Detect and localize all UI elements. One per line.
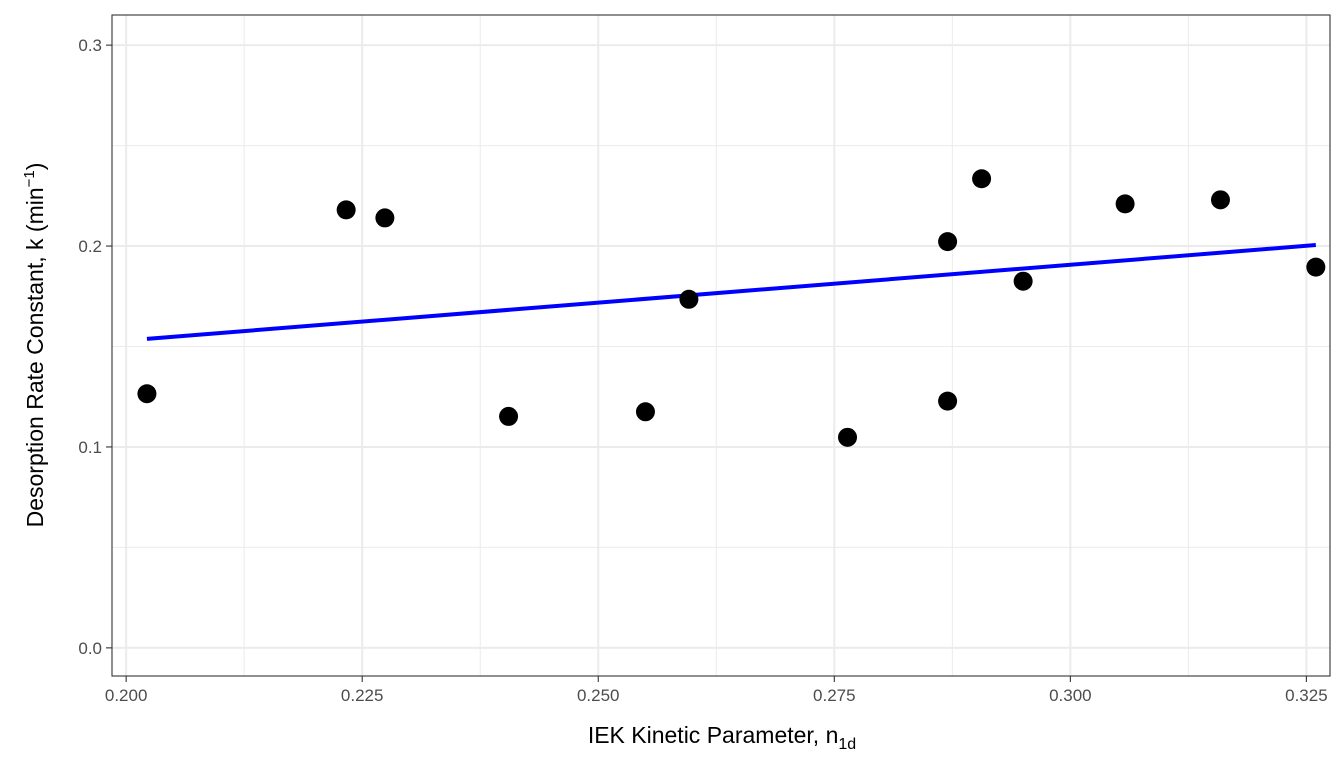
major-gridlines xyxy=(112,15,1330,676)
x-axis: 0.200 0.225 0.250 0.275 0.300 0.325 xyxy=(105,676,1328,705)
data-point-3 xyxy=(499,406,519,426)
data-point-12 xyxy=(1210,190,1230,210)
data-point-7 xyxy=(938,232,958,252)
x-tick-label-3: 0.275 xyxy=(813,686,856,705)
data-point-8 xyxy=(938,391,958,411)
data-point-5 xyxy=(679,289,699,309)
trendline xyxy=(146,243,1316,341)
y-tick-label-0: 0.0 xyxy=(78,639,102,658)
y-tick-label-2: 0.2 xyxy=(78,237,102,256)
y-axis-title-suffix: ) xyxy=(22,163,48,171)
data-point-2 xyxy=(375,208,395,228)
data-point-13 xyxy=(1306,257,1326,277)
x-tick-label-4: 0.300 xyxy=(1049,686,1092,705)
minor-gridlines xyxy=(112,15,1330,676)
data-point-11 xyxy=(1115,194,1135,214)
x-tick-label-1: 0.225 xyxy=(341,686,384,705)
data-point-4 xyxy=(635,402,655,422)
data-points xyxy=(137,169,1326,447)
panel-border xyxy=(111,14,1331,677)
x-tick-label-5: 0.325 xyxy=(1285,686,1328,705)
x-axis-title-main: IEK Kinetic Parameter, n xyxy=(588,722,839,748)
data-point-9 xyxy=(972,169,992,189)
x-tick-label-0: 0.200 xyxy=(105,686,148,705)
x-axis-title: IEK Kinetic Parameter, n1d xyxy=(588,722,856,753)
data-point-1 xyxy=(336,200,356,220)
data-point-6 xyxy=(838,427,858,447)
y-axis-title-main: Desorption Rate Constant, k (min xyxy=(22,187,48,527)
x-tick-label-2: 0.250 xyxy=(577,686,620,705)
data-point-0 xyxy=(137,384,157,404)
data-point-10 xyxy=(1013,271,1033,291)
y-tick-label-1: 0.1 xyxy=(78,438,102,457)
y-tick-label-3: 0.3 xyxy=(78,36,102,55)
trendline-layer xyxy=(146,243,1316,341)
y-axis-title: Desorption Rate Constant, k (min−1) xyxy=(21,163,48,528)
y-axis: 0.0 0.1 0.2 0.3 xyxy=(78,36,112,658)
y-axis-title-superscript: −1 xyxy=(21,170,38,187)
x-axis-title-subscript: 1d xyxy=(838,736,856,753)
